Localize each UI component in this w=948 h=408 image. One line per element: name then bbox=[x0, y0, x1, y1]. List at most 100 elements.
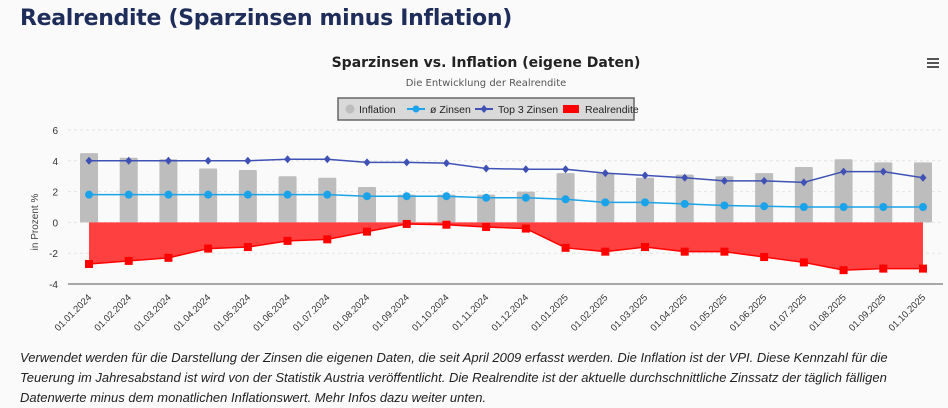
realrendite-line bbox=[88, 223, 923, 271]
top3-zinsen-point bbox=[879, 167, 887, 176]
x-tick-label: 01.03.2024 bbox=[132, 292, 173, 333]
x-tick-label: 01.03.2025 bbox=[609, 292, 650, 333]
top3-zinsen-point bbox=[522, 165, 530, 174]
legend-label[interactable]: ø Zinsen bbox=[430, 104, 471, 116]
x-tick-label: 01.02.2024 bbox=[92, 292, 133, 333]
avg-zinsen-point bbox=[402, 192, 411, 201]
avg-zinsen-point bbox=[879, 203, 888, 211]
top3-zinsen-point bbox=[403, 158, 411, 167]
x-tick-label: 01.01.2025 bbox=[529, 292, 570, 333]
y-tick-label: -4 bbox=[49, 280, 58, 291]
inflation-bar bbox=[119, 157, 138, 223]
realrendite-point bbox=[641, 243, 649, 252]
x-tick-label: 01.02.2025 bbox=[569, 292, 610, 333]
inflation-bar bbox=[477, 194, 496, 223]
avg-zinsen-point bbox=[164, 190, 173, 199]
realrendite-point bbox=[204, 244, 213, 253]
avg-zinsen-point bbox=[482, 193, 491, 202]
top3-zinsen-point bbox=[85, 156, 93, 165]
top3-zinsen-point bbox=[323, 155, 331, 164]
avg-zinsen-point bbox=[323, 190, 332, 199]
top3-zinsen-point bbox=[760, 176, 768, 185]
x-tick-label: 01.10.2025 bbox=[887, 292, 928, 333]
legend-inflation-icon bbox=[345, 104, 355, 114]
y-tick-label: 2 bbox=[52, 188, 58, 199]
avg-zinsen-point bbox=[720, 201, 729, 210]
top3-zinsen-point bbox=[442, 159, 450, 168]
inflation-bar bbox=[278, 176, 297, 223]
legend: Inflation ø Zinsen Top 3 Zinsen Realrendite bbox=[337, 97, 639, 121]
realrendite-point bbox=[879, 264, 888, 273]
avg-zinsen-point bbox=[919, 203, 927, 211]
top3-zinsen-point bbox=[681, 173, 689, 182]
x-tick-label: 01.07.2025 bbox=[768, 292, 809, 333]
x-tick-label: 01.11.2024 bbox=[450, 292, 491, 333]
avg-zinsen-line bbox=[89, 193, 923, 208]
top3-zinsen-point bbox=[204, 156, 212, 165]
x-tick-label: 01.04.2025 bbox=[648, 292, 689, 333]
x-tick-label: 01.06.2024 bbox=[251, 292, 292, 333]
realrendite-point bbox=[402, 219, 411, 228]
top3-zinsen-point bbox=[284, 155, 292, 164]
legend-label[interactable]: Inflation bbox=[359, 104, 396, 116]
avg-zinsen-point bbox=[601, 198, 610, 207]
realrendite-point bbox=[442, 220, 451, 229]
realrendite-area bbox=[89, 222, 923, 271]
avg-zinsen-point bbox=[760, 202, 769, 211]
realrendite-point bbox=[561, 243, 570, 252]
x-tick-label: 01.05.2024 bbox=[212, 292, 253, 333]
realrendite-point bbox=[839, 266, 848, 275]
inflation-bar bbox=[437, 194, 456, 223]
realrendite-point bbox=[919, 264, 927, 273]
page-title: Realrendite (Sparzinsen minus Inflation) bbox=[20, 6, 512, 31]
x-tick-label: 01.09.2025 bbox=[847, 292, 888, 333]
inflation-bar bbox=[794, 166, 813, 223]
top3-zinsen-point bbox=[800, 178, 808, 187]
avg-zinsen-point bbox=[799, 203, 808, 211]
legend-realrendite-icon bbox=[563, 105, 579, 113]
x-tick-label: 01.08.2024 bbox=[331, 292, 372, 333]
avg-zinsen-point bbox=[521, 193, 530, 202]
x-tick-label: 01.07.2024 bbox=[291, 292, 332, 333]
avg-zinsen-point bbox=[124, 190, 133, 199]
avg-zinsen-point bbox=[442, 192, 451, 201]
realrendite-point bbox=[799, 258, 808, 267]
x-tick-label: 01.12.2024 bbox=[490, 292, 531, 333]
x-tick-label: 01.06.2025 bbox=[728, 292, 769, 333]
avg-zinsen-point bbox=[363, 192, 371, 201]
realrendite-point bbox=[323, 235, 332, 244]
top3-zinsen-point bbox=[125, 156, 133, 165]
realrendite-point bbox=[521, 224, 530, 233]
x-tick-label: 01.08.2025 bbox=[807, 292, 848, 333]
hamburger-menu-icon[interactable] bbox=[927, 58, 939, 68]
y-tick-label: 6 bbox=[52, 126, 58, 137]
description-note: Verwendet werden für die Darstellung der… bbox=[20, 350, 888, 405]
chart-title: Sparzinsen vs. Inflation (eigene Daten) bbox=[332, 55, 641, 71]
x-tick-label: 01.04.2024 bbox=[172, 292, 213, 333]
legend-label[interactable]: Realrendite bbox=[585, 104, 639, 116]
legend-label[interactable]: Top 3 Zinsen bbox=[498, 104, 558, 116]
top3-zinsen-point bbox=[641, 171, 649, 180]
realrendite-point bbox=[243, 243, 252, 252]
x-tick-label: 01.05.2025 bbox=[688, 292, 729, 333]
top3-zinsen-point bbox=[164, 156, 172, 165]
x-tick-label: 01.09.2024 bbox=[370, 292, 411, 333]
top3-zinsen-line bbox=[89, 158, 924, 184]
realrendite-point bbox=[164, 253, 173, 262]
top3-zinsen-point bbox=[720, 176, 728, 185]
realrendite-point bbox=[680, 247, 689, 256]
realrendite-point bbox=[363, 227, 371, 236]
inflation-bar bbox=[80, 153, 98, 223]
avg-zinsen-point bbox=[283, 190, 292, 199]
realrendite-point bbox=[720, 247, 729, 256]
realrendite-point bbox=[124, 256, 133, 265]
chart-subtitle: Die Entwicklung der Realrendite bbox=[406, 78, 567, 89]
inflation-bar bbox=[516, 191, 535, 223]
x-tick-label: 01.10.2024 bbox=[410, 292, 451, 333]
y-axis-label: in Prozent % bbox=[30, 194, 41, 251]
top3-zinsen-point bbox=[244, 156, 252, 165]
y-tick-label: 0 bbox=[52, 218, 58, 229]
realrendite-point bbox=[760, 253, 769, 262]
y-tick-label: 4 bbox=[52, 157, 58, 168]
avg-zinsen-point bbox=[204, 190, 213, 199]
